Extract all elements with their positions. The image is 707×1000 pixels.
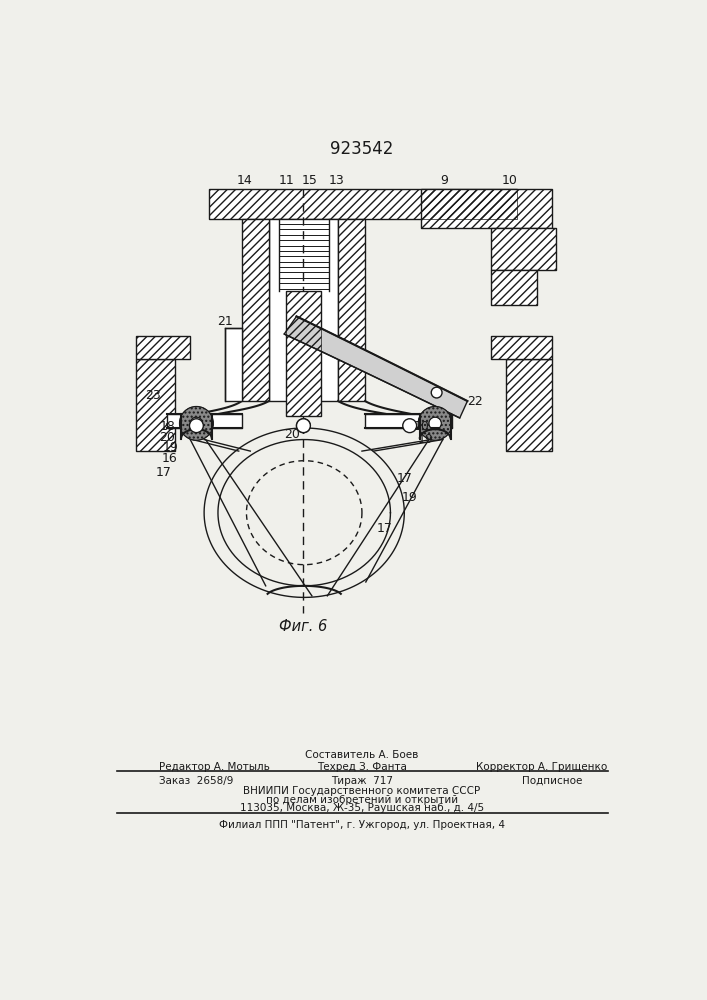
Text: 22: 22 xyxy=(467,395,483,408)
Circle shape xyxy=(296,419,310,433)
Text: ВНИИПИ Государственного комитета СССР: ВНИИПИ Государственного комитета СССР xyxy=(243,786,481,796)
Polygon shape xyxy=(506,359,552,451)
Polygon shape xyxy=(491,228,556,270)
Text: Фиг. 6: Фиг. 6 xyxy=(279,619,327,634)
Polygon shape xyxy=(136,359,175,451)
Text: 23: 23 xyxy=(146,389,161,402)
Text: 19: 19 xyxy=(163,441,179,454)
Text: 16: 16 xyxy=(162,452,177,465)
Polygon shape xyxy=(242,219,269,401)
Text: 17: 17 xyxy=(376,522,392,535)
Polygon shape xyxy=(365,414,452,428)
Polygon shape xyxy=(225,328,242,401)
Text: 113035, Москва, Ж-35, Раушская наб., д. 4/5: 113035, Москва, Ж-35, Раушская наб., д. … xyxy=(240,803,484,813)
Text: 11: 11 xyxy=(279,174,294,187)
Text: 21: 21 xyxy=(217,315,233,328)
Text: 10: 10 xyxy=(502,174,518,187)
Text: Составитель А. Боев: Составитель А. Боев xyxy=(305,750,419,760)
Text: Заказ  2658/9: Заказ 2658/9 xyxy=(160,776,234,786)
Text: Редактор А. Мотыль: Редактор А. Мотыль xyxy=(160,762,270,772)
Polygon shape xyxy=(491,336,552,359)
Text: по делам изобретений и открытий: по делам изобретений и открытий xyxy=(266,795,458,805)
Text: Филиал ППП "Патент", г. Ужгород, ул. Проектная, 4: Филиал ППП "Патент", г. Ужгород, ул. Про… xyxy=(219,820,505,830)
Text: 20: 20 xyxy=(159,431,175,444)
Text: 9: 9 xyxy=(440,174,448,187)
Circle shape xyxy=(431,387,442,398)
Text: Тираж  717: Тираж 717 xyxy=(331,776,393,786)
Wedge shape xyxy=(418,406,452,440)
Wedge shape xyxy=(180,406,214,440)
Text: 15: 15 xyxy=(302,174,317,187)
Text: 923542: 923542 xyxy=(330,140,394,158)
Text: 20: 20 xyxy=(284,428,300,441)
Text: 17: 17 xyxy=(397,472,412,485)
Text: 18: 18 xyxy=(159,420,175,433)
Text: 20: 20 xyxy=(414,420,429,433)
Polygon shape xyxy=(286,291,321,416)
Polygon shape xyxy=(167,414,242,428)
Polygon shape xyxy=(269,219,338,401)
Polygon shape xyxy=(209,189,518,219)
Polygon shape xyxy=(136,336,190,359)
Polygon shape xyxy=(338,219,365,401)
Circle shape xyxy=(403,419,416,433)
Text: 13: 13 xyxy=(329,174,344,187)
Circle shape xyxy=(189,419,204,433)
Polygon shape xyxy=(491,270,537,305)
Text: 19: 19 xyxy=(402,491,418,504)
Text: Корректор А. Грищенко: Корректор А. Грищенко xyxy=(477,762,607,772)
Circle shape xyxy=(296,419,310,433)
Text: 14: 14 xyxy=(236,174,252,187)
Text: Техред З. Фанта: Техред З. Фанта xyxy=(317,762,407,772)
Polygon shape xyxy=(421,189,552,228)
Text: 17: 17 xyxy=(156,466,171,479)
Text: 19: 19 xyxy=(417,433,433,446)
Text: Подписное: Подписное xyxy=(522,776,583,786)
Polygon shape xyxy=(284,316,467,418)
